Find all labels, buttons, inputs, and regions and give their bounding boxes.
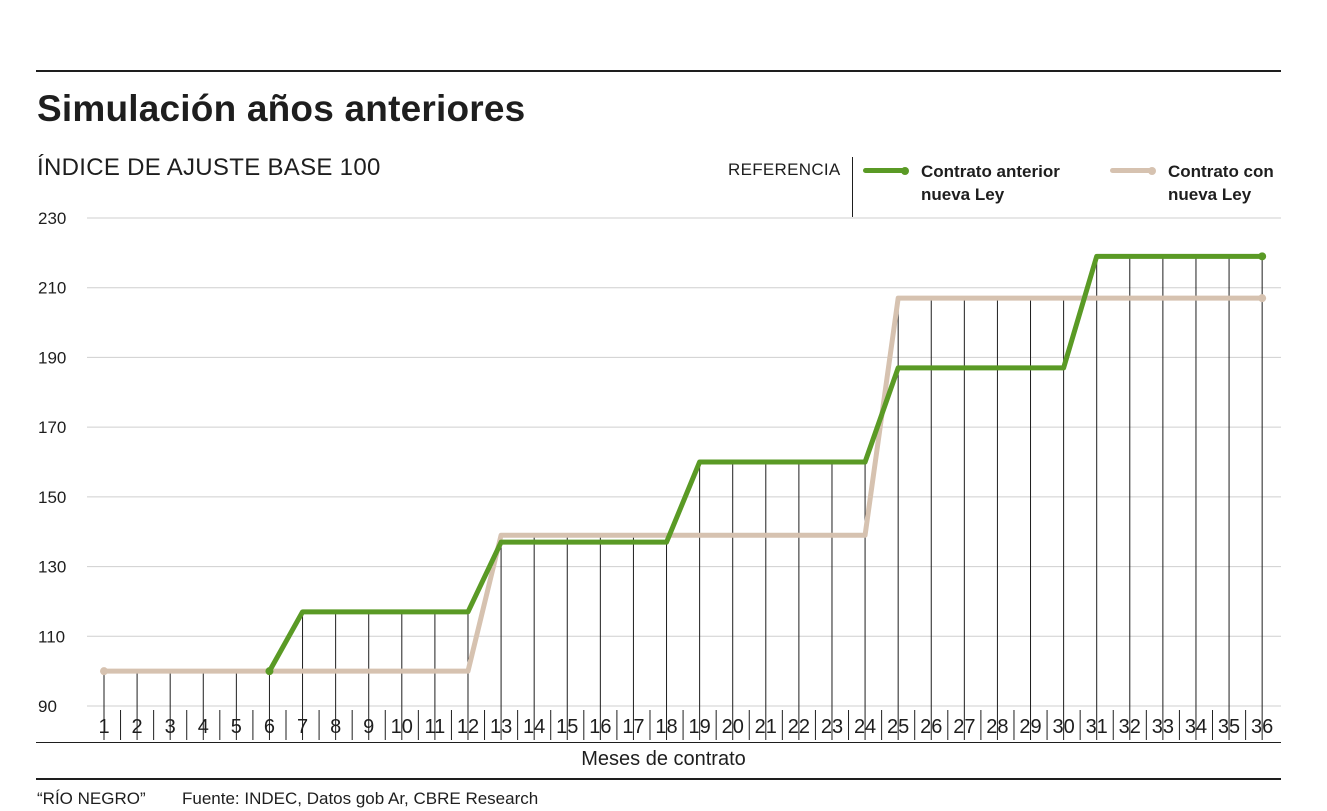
legend-item-contrato-con: Contrato con nueva Ley <box>1110 160 1293 206</box>
y-tick-label: 110 <box>38 627 65 646</box>
x-tick-label: 36 <box>1251 716 1273 738</box>
x-axis-bottom-rule <box>36 742 1281 743</box>
month-drop-lines <box>103 256 1263 740</box>
series-start-point <box>265 667 274 676</box>
x-tick-label: 17 <box>622 716 644 738</box>
x-tick-label: 25 <box>887 716 909 738</box>
x-tick-label: 31 <box>1086 716 1108 738</box>
x-tick-label: 14 <box>523 716 545 738</box>
x-tick-label: 26 <box>920 716 942 738</box>
chart-title: Simulación años anteriores <box>37 88 526 129</box>
x-tick-label: 23 <box>821 716 843 738</box>
series-end-point <box>1258 252 1267 261</box>
footer-rule <box>36 778 1281 780</box>
y-tick-label: 130 <box>38 558 66 577</box>
legend-swatch-green <box>863 166 909 175</box>
y-tick-label: 150 <box>38 488 66 507</box>
x-tick-label: 10 <box>391 716 413 738</box>
x-tick-label: 19 <box>688 716 710 738</box>
top-rule <box>36 70 1281 72</box>
x-axis-ticks: 1 2 3 4 5 6 7 8 9 10 11 12 13 14 15 16 17 18 19 20 21 22 23 24 2… <box>98 710 1273 740</box>
x-tick-label: 6 <box>264 716 275 738</box>
x-tick-label: 21 <box>755 716 777 738</box>
legend-text: Contrato con nueva Ley <box>1168 162 1274 204</box>
x-tick-label: 7 <box>297 716 308 738</box>
series-lines <box>100 252 1267 676</box>
legend-swatch-beige <box>1110 166 1156 175</box>
x-tick-label: 2 <box>132 716 143 738</box>
x-tick-label: 16 <box>589 716 611 738</box>
series-line <box>266 253 1265 674</box>
legend-divider <box>852 157 853 217</box>
x-tick-label: 27 <box>953 716 975 738</box>
x-tick-label: 28 <box>986 716 1008 738</box>
legend-text: Contrato anterior nueva Ley <box>921 162 1060 204</box>
x-tick-label: 18 <box>655 716 677 738</box>
x-tick-label: 12 <box>457 716 479 738</box>
x-tick-label: 34 <box>1185 716 1207 738</box>
legend-label: REFERENCIA <box>728 160 841 179</box>
x-tick-label: 33 <box>1152 716 1174 738</box>
x-tick-label: 35 <box>1218 716 1240 738</box>
x-tick-label: 13 <box>490 716 512 738</box>
x-tick-label: 30 <box>1052 716 1074 738</box>
y-tick-label: 230 <box>38 209 66 228</box>
series-line <box>101 295 1265 674</box>
y-tick-label: 90 <box>38 697 57 716</box>
footer-source: Fuente: INDEC, Datos gob Ar, CBRE Resear… <box>182 789 539 808</box>
x-tick-label: 22 <box>788 716 810 738</box>
x-tick-label: 24 <box>854 716 876 738</box>
x-tick-label: 3 <box>165 716 176 738</box>
y-tick-label: 210 <box>38 279 66 298</box>
x-tick-label: 9 <box>363 716 374 738</box>
legend-item-contrato-anterior: Contrato anterior nueva Ley <box>863 160 1081 206</box>
chart-subtitle: ÍNDICE DE AJUSTE BASE 100 <box>37 154 381 181</box>
y-axis-ticks: 90 110 130 150 170 190 210 230 <box>38 209 66 716</box>
series-start-point <box>100 667 108 676</box>
footer-credit: “RÍO NEGRO” <box>37 789 146 808</box>
x-tick-label: 8 <box>330 716 341 738</box>
x-tick-label: 1 <box>98 716 109 738</box>
x-tick-label: 15 <box>556 716 578 738</box>
x-tick-label: 11 <box>425 716 446 738</box>
x-tick-label: 5 <box>231 716 242 738</box>
x-tick-label: 29 <box>1019 716 1041 738</box>
y-tick-label: 170 <box>38 418 66 437</box>
x-axis-label: Meses de contrato <box>581 748 746 770</box>
x-tick-label: 32 <box>1119 716 1141 738</box>
x-tick-label: 20 <box>722 716 744 738</box>
x-tick-label: 4 <box>198 716 209 738</box>
series-end-point <box>1258 294 1267 303</box>
y-tick-label: 190 <box>38 348 66 367</box>
grid-lines <box>87 217 1281 707</box>
